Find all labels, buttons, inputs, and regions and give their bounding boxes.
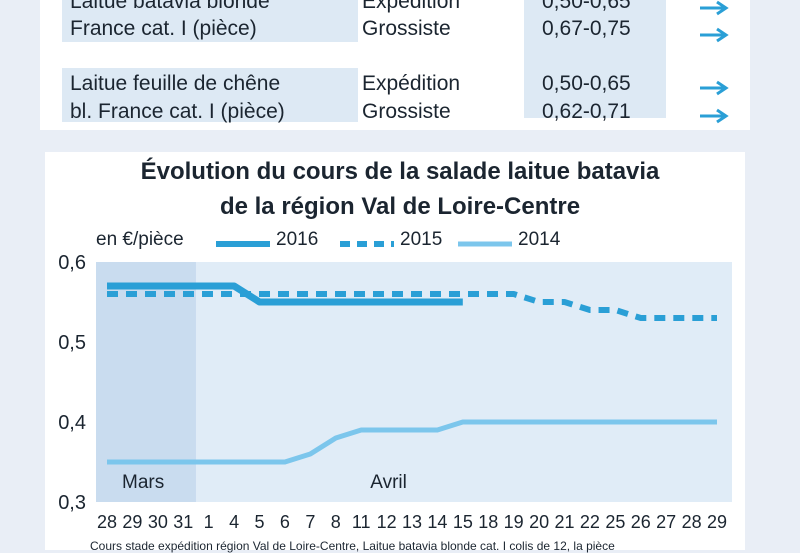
x-tick-label: 15: [453, 512, 473, 532]
product-name-line-2: bl. France cat. I (pièce): [70, 100, 285, 123]
y-tick-label: 0,4: [58, 412, 86, 434]
product-name-line-2: France cat. I (pièce): [70, 17, 257, 40]
legend-swatch-dashed-icon: [340, 241, 394, 247]
y-tick-label: 0,6: [58, 252, 86, 274]
price-grossiste: 0,67-0,75: [542, 17, 631, 40]
product-cell: [62, 0, 358, 42]
x-tick-label: 28: [97, 512, 117, 532]
series-line-2015: [107, 291, 717, 321]
chart-title-line-1: Évolution du cours de la salade laitue b…: [140, 158, 660, 185]
series-line-2014: [107, 419, 717, 465]
x-tick-label: 11: [352, 512, 371, 532]
month-label: Avril: [370, 472, 407, 493]
x-tick-label: 1: [204, 512, 214, 532]
march-band: [96, 262, 196, 502]
product-name-line-1: Laitue batavia blonde: [70, 0, 270, 13]
month-label: Mars: [122, 472, 164, 493]
x-tick-label: 22: [580, 512, 600, 532]
legend-label: 2014: [518, 229, 561, 250]
x-tick-label: 18: [478, 512, 498, 532]
y-tick-label: 0,3: [58, 492, 86, 514]
x-tick-label: 4: [229, 512, 239, 532]
stage-grossiste: Grossiste: [362, 100, 451, 123]
x-tick-label: 20: [529, 512, 549, 532]
legend-label: 2016: [276, 229, 319, 250]
stage-expedition: Expédition: [362, 0, 461, 13]
legend-swatch-solid-icon: [216, 241, 270, 247]
legend-label: 2015: [400, 229, 443, 250]
x-tick-label: 30: [148, 512, 168, 532]
x-tick-label: 27: [656, 512, 676, 532]
x-tick-label: 25: [605, 512, 625, 532]
y-tick-label: 0,5: [58, 332, 86, 354]
arrow-right-icon: [700, 27, 729, 43]
product-cell: [62, 68, 358, 122]
x-tick-label: 26: [631, 512, 651, 532]
x-tick-label: 8: [331, 512, 341, 532]
x-tick-label: 21: [554, 512, 574, 532]
arrow-right-icon: [700, 80, 729, 96]
x-tick-label: 29: [122, 512, 142, 532]
x-tick-label: 31: [173, 512, 193, 532]
x-tick-label: 14: [427, 512, 447, 532]
price-expedition: 0,50-0,65: [542, 72, 631, 95]
stage-expedition: Expédition: [362, 72, 461, 95]
x-tick-label: 19: [504, 512, 524, 532]
x-tick-label: 6: [280, 512, 290, 532]
x-tick-label: 7: [305, 512, 315, 532]
arrow-right-icon: [700, 0, 729, 16]
x-tick-label: 29: [707, 512, 727, 532]
price-grossiste: 0,62-0,71: [542, 100, 631, 123]
table-row: Laitue feuille de chêne bl. France cat. …: [40, 68, 750, 124]
table-row: Laitue batavia blonde France cat. I (piè…: [40, 0, 750, 118]
arrow-right-icon: [700, 108, 729, 124]
x-tick-label: 28: [682, 512, 702, 532]
x-tick-label: 13: [402, 512, 422, 532]
source-note: Cours stade expédition région Val de Loi…: [90, 539, 615, 553]
unit-label: en €/pièce: [96, 229, 184, 250]
product-name-line-1: Laitue feuille de chêne: [70, 72, 281, 95]
price-cell: [524, 0, 666, 118]
x-tick-label: 5: [254, 512, 264, 532]
stage-grossiste: Grossiste: [362, 17, 451, 40]
price-expedition: 0,50-0,65: [542, 0, 631, 13]
series-line-2016: [107, 282, 463, 306]
chart-title-line-2: de la région Val de Loire-Centre: [219, 193, 581, 220]
legend-swatch-light-icon: [458, 241, 512, 247]
x-tick-label: 12: [377, 512, 397, 532]
